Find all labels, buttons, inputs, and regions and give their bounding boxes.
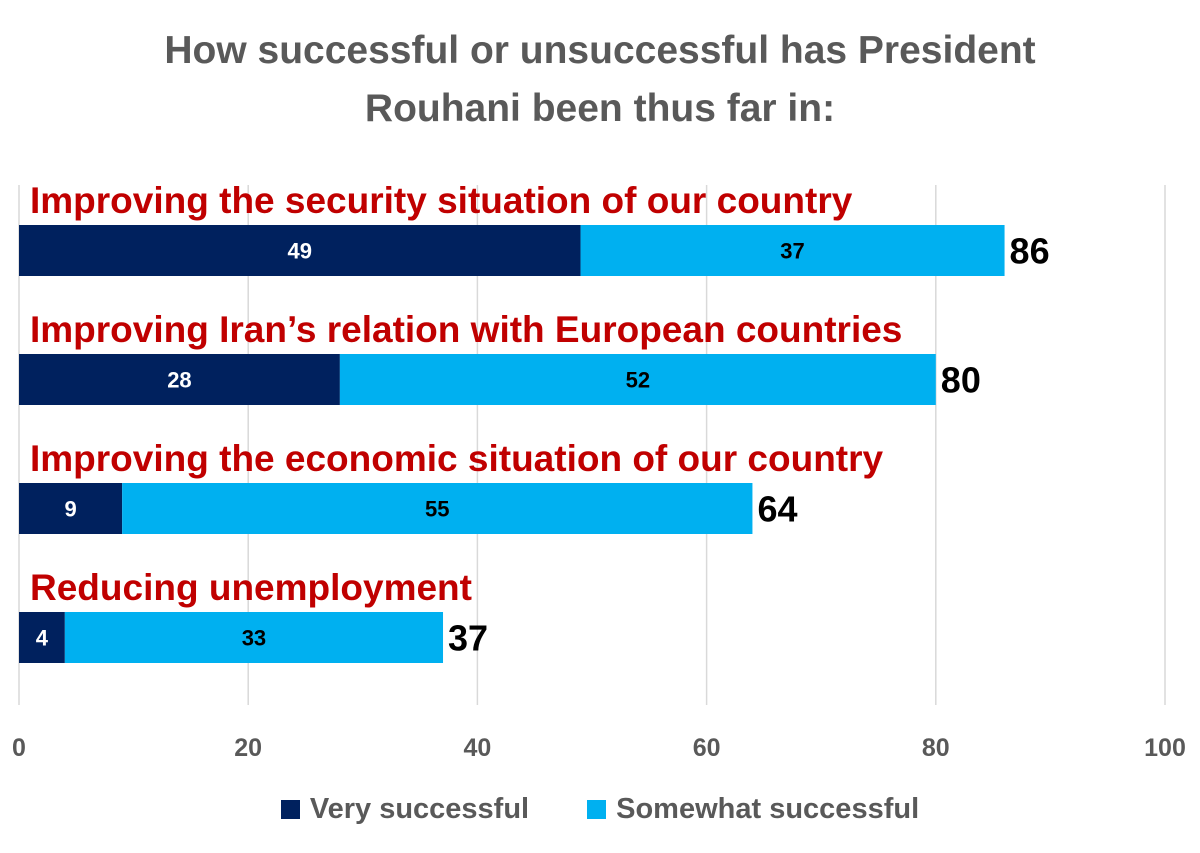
- legend-swatch-very-successful: [280, 800, 300, 819]
- bar-somewhat-successful: [580, 225, 1005, 276]
- bar-somewhat-successful: [339, 354, 936, 405]
- data-label-very-successful: 28: [167, 368, 191, 393]
- bar-somewhat-successful: [122, 483, 753, 534]
- x-tick-label: 100: [1144, 734, 1186, 762]
- category-label: Improving Iran’s relation with European …: [30, 309, 902, 350]
- x-tick-label: 40: [463, 734, 491, 762]
- total-label: 86: [1010, 231, 1050, 272]
- x-tick-label: 0: [12, 734, 26, 762]
- category-label: Reducing unemployment: [30, 567, 472, 608]
- total-label: 37: [448, 618, 488, 659]
- data-label-somewhat-successful: 33: [242, 626, 266, 651]
- category-label: Improving the economic situation of our …: [30, 438, 884, 479]
- bar-somewhat-successful: [64, 612, 444, 663]
- data-label-very-successful: 9: [64, 497, 76, 522]
- x-tick-label: 60: [693, 734, 721, 762]
- chart-title-line-1: How successful or unsuccessful has Presi…: [164, 29, 1036, 72]
- bar-very-successful: [19, 612, 65, 663]
- bar-very-successful: [19, 483, 123, 534]
- legend-item-somewhat-successful: Somewhat successful: [587, 793, 919, 826]
- legend-swatch-somewhat-successful: [587, 800, 607, 819]
- total-label: 80: [941, 360, 981, 401]
- chart-title: How successful or unsuccessful has Presi…: [0, 22, 1200, 138]
- total-label: 64: [757, 489, 797, 530]
- chart-title-line-2: Rouhani been thus far in:: [364, 87, 836, 130]
- category-label: Improving the security situation of our …: [30, 180, 853, 221]
- data-label-very-successful: 49: [288, 239, 312, 264]
- stacked-bar-chart: 0 20 40 60 80 100 Improving the security situa…: [12, 180, 1186, 762]
- legend-label-somewhat-successful: Somewhat successful: [616, 793, 920, 825]
- bar-very-successful: [19, 354, 340, 405]
- legend-item-very-successful: Very successful: [280, 793, 530, 826]
- data-label-somewhat-successful: 55: [425, 497, 449, 522]
- bar-very-successful: [19, 225, 581, 276]
- legend-label-very-successful: Very successful: [309, 793, 530, 825]
- x-tick-label: 20: [234, 734, 262, 762]
- data-label-somewhat-successful: 52: [626, 368, 650, 393]
- data-label-very-successful: 4: [36, 626, 49, 651]
- legend: Very successful Somewhat successful: [0, 793, 1200, 826]
- x-tick-label: 80: [922, 734, 950, 762]
- data-label-somewhat-successful: 37: [780, 239, 804, 264]
